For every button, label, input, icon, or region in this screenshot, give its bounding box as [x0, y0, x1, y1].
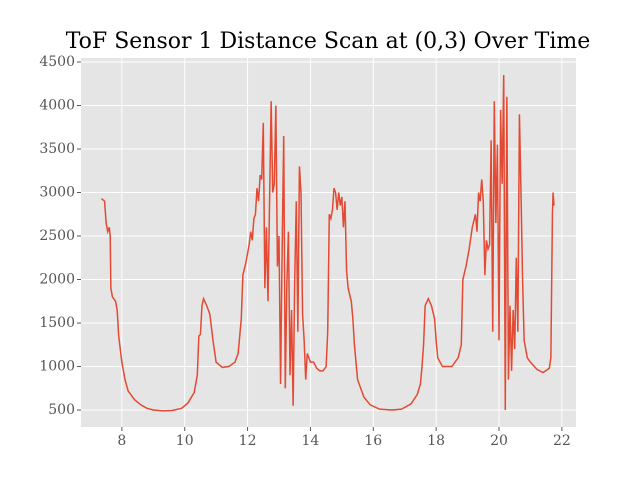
y-tick-label: 4000: [39, 98, 75, 114]
x-tick-label: 8: [117, 433, 126, 449]
x-tick-label: 18: [427, 433, 445, 449]
data-line: [100, 75, 555, 412]
x-tick-label: 22: [553, 433, 571, 449]
x-tick-label: 16: [364, 433, 382, 449]
x-tick-label: 10: [176, 433, 194, 449]
y-tick-label: 4500: [39, 54, 75, 70]
y-tick-label: 1500: [39, 315, 75, 331]
x-tick-label: 14: [302, 433, 320, 449]
y-tick-label: 500: [48, 402, 75, 418]
y-tick-label: 3500: [39, 141, 75, 157]
y-tick-label: 2500: [39, 228, 75, 244]
y-tick-label: 1000: [39, 359, 75, 375]
x-tick-label: 12: [239, 433, 257, 449]
y-tick-label: 3000: [39, 185, 75, 201]
x-tick-label: 20: [490, 433, 508, 449]
chart-title: ToF Sensor 1 Distance Scan at (0,3) Over…: [66, 29, 591, 54]
y-tick-label: 2000: [39, 272, 75, 288]
